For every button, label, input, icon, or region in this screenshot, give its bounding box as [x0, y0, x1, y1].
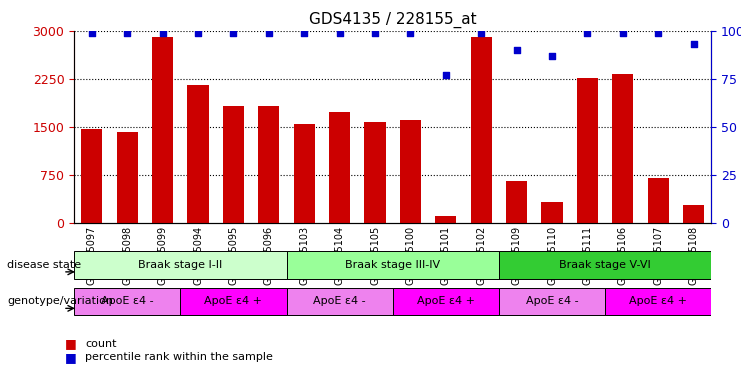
FancyBboxPatch shape — [74, 288, 180, 315]
Point — [227, 30, 239, 36]
Text: genotype/variation: genotype/variation — [7, 296, 113, 306]
Text: ApoE ε4 -: ApoE ε4 - — [313, 296, 366, 306]
Point — [122, 30, 133, 36]
Bar — [82, 129, 102, 223]
Bar — [683, 205, 704, 223]
Text: disease state: disease state — [7, 260, 82, 270]
FancyBboxPatch shape — [180, 288, 287, 315]
FancyBboxPatch shape — [287, 251, 499, 279]
Bar — [612, 74, 634, 223]
Text: Braak stage I-II: Braak stage I-II — [138, 260, 222, 270]
Bar — [187, 85, 209, 223]
Point — [299, 30, 310, 36]
Text: Braak stage V-VI: Braak stage V-VI — [559, 260, 651, 270]
Point — [440, 72, 452, 78]
Point — [333, 30, 345, 36]
Point — [511, 47, 522, 53]
Bar — [435, 216, 456, 223]
Point — [192, 30, 204, 36]
Point — [263, 30, 275, 36]
Text: ■: ■ — [64, 337, 76, 350]
Text: ApoE ε4 +: ApoE ε4 + — [205, 296, 262, 306]
Point — [86, 30, 98, 36]
Bar — [542, 202, 562, 223]
Bar — [223, 106, 244, 223]
Bar — [576, 78, 598, 223]
Bar — [506, 181, 528, 223]
Point — [688, 41, 700, 47]
Point — [582, 30, 594, 36]
Bar — [648, 178, 669, 223]
FancyBboxPatch shape — [499, 288, 605, 315]
Bar — [152, 37, 173, 223]
Point — [617, 30, 629, 36]
Point — [156, 30, 168, 36]
Bar — [400, 120, 421, 223]
Text: ApoE ε4 +: ApoE ε4 + — [417, 296, 475, 306]
Title: GDS4135 / 228155_at: GDS4135 / 228155_at — [309, 12, 476, 28]
Bar — [365, 122, 385, 223]
Text: count: count — [85, 339, 117, 349]
Text: percentile rank within the sample: percentile rank within the sample — [85, 352, 273, 362]
FancyBboxPatch shape — [499, 251, 711, 279]
Text: ApoE ε4 -: ApoE ε4 - — [525, 296, 579, 306]
Text: Braak stage III-IV: Braak stage III-IV — [345, 260, 440, 270]
Point — [652, 30, 664, 36]
Bar — [258, 106, 279, 223]
Bar — [329, 112, 350, 223]
Bar — [293, 124, 315, 223]
Point — [546, 53, 558, 59]
Text: ApoE ε4 -: ApoE ε4 - — [101, 296, 153, 306]
Bar — [471, 37, 492, 223]
FancyBboxPatch shape — [605, 288, 711, 315]
FancyBboxPatch shape — [393, 288, 499, 315]
Bar — [116, 132, 138, 223]
Text: ApoE ε4 +: ApoE ε4 + — [629, 296, 687, 306]
Point — [369, 30, 381, 36]
FancyBboxPatch shape — [74, 251, 287, 279]
Text: ■: ■ — [64, 351, 76, 364]
Point — [405, 30, 416, 36]
FancyBboxPatch shape — [287, 288, 393, 315]
Point — [475, 30, 487, 36]
